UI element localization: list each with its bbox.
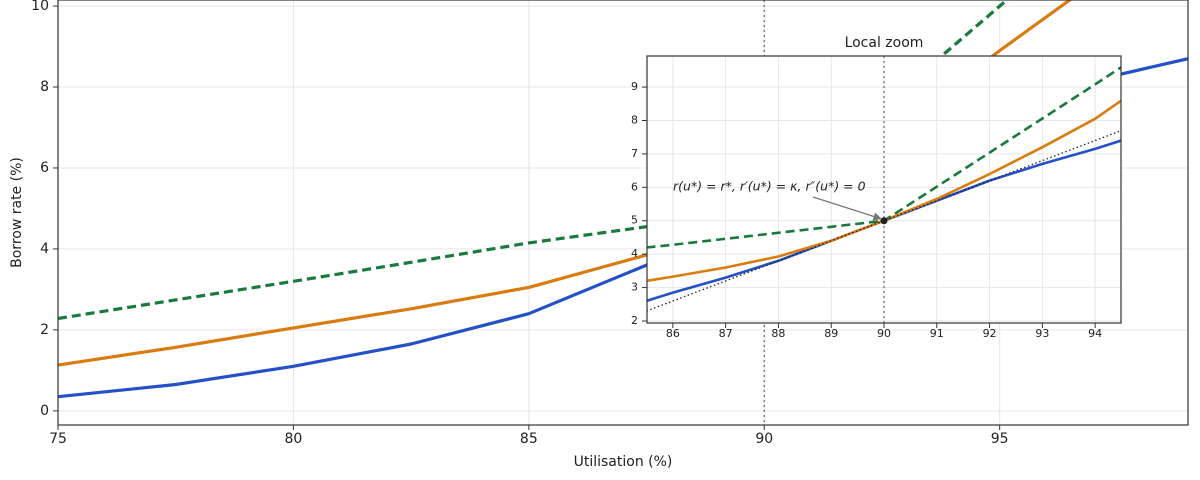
x-tick-label: 92 [983,327,997,340]
y-tick-label: 7 [631,147,638,160]
y-axis-label: Borrow rate (%) [9,157,25,268]
x-tick-label: 89 [824,327,838,340]
point [880,217,888,225]
y-tick-label: 9 [631,80,638,93]
inset-title: Local zoom [845,35,924,51]
x-tick-label: 87 [719,327,733,340]
y-tick-label: 8 [631,113,638,126]
annotation-arrow [812,196,882,221]
x-tick-label: 94 [1088,327,1102,340]
annotation: r(u*) = r*, r′(u*) = κ, r″(u*) = 0 [673,179,866,194]
x-tick-label: 91 [930,327,944,340]
x-tick-label: 88 [771,327,785,340]
x-tick-label: 93 [1035,327,1049,340]
y-tick-label: 2 [631,314,638,327]
y-tick-label: 2 [40,322,49,338]
y-tick-label: 10 [31,0,49,14]
y-tick-label: 6 [40,160,49,176]
x-tick-label: 90 [877,327,891,340]
x-tick-label: 85 [520,431,538,447]
x-tick-label: 86 [666,327,680,340]
x-tick-label: 80 [285,431,303,447]
y-tick-label: 8 [40,79,49,95]
x-tick-label: 90 [755,431,773,447]
x-tick-label: 95 [991,431,1009,447]
x-tick-label: 75 [49,431,67,447]
plot-area [647,56,1121,323]
frame [646,55,1122,324]
y-tick-label: 5 [631,214,638,227]
x-axis-label: Utilisation (%) [574,454,673,470]
frame [57,0,1189,426]
y-tick-label: 6 [631,180,638,193]
y-tick-label: 3 [631,281,638,294]
y-tick-label: 4 [631,247,638,260]
y-tick-label: 0 [40,403,49,419]
series-line [647,129,1121,312]
y-tick-label: 4 [40,241,49,257]
